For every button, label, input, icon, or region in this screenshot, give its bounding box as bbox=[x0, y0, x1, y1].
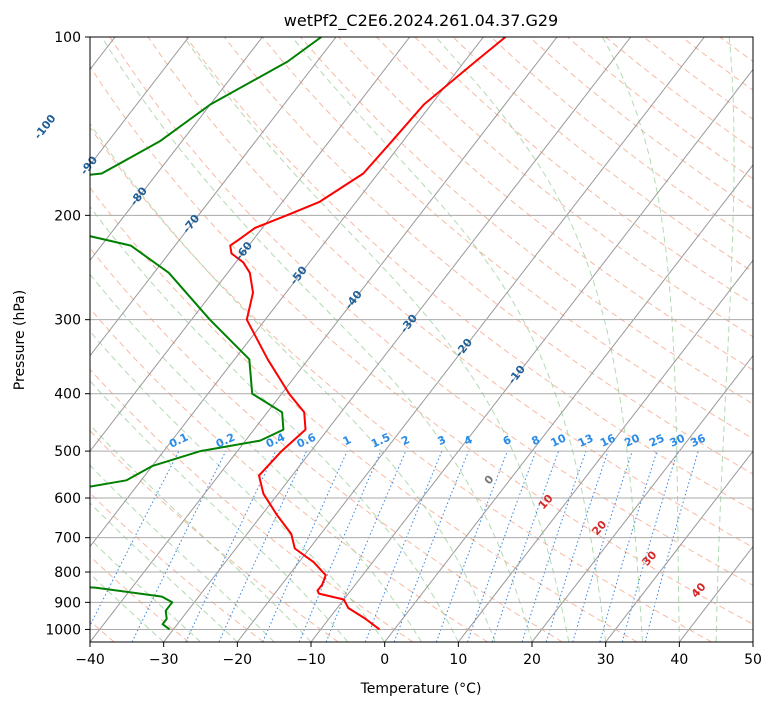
isotherm bbox=[90, 37, 558, 642]
x-tick-label: 30 bbox=[597, 652, 615, 668]
isotherm bbox=[90, 37, 411, 452]
y-tick-label: 900 bbox=[54, 595, 81, 611]
dry-adiabat bbox=[90, 126, 712, 642]
moist-adiabat bbox=[601, 37, 680, 642]
dry-adiabat bbox=[300, 37, 753, 405]
moist-adiabat bbox=[435, 37, 643, 642]
axes: −40 −30 −20 −10 0 10 20 30 40 50 100 200 300 400 500 60… bbox=[45, 30, 762, 668]
mixing-ratio-line bbox=[325, 450, 407, 642]
y-tick-label: 700 bbox=[54, 531, 81, 547]
x-tick-label: −30 bbox=[149, 652, 179, 668]
dry-adiabat bbox=[90, 186, 638, 642]
moist-adiabat bbox=[291, 37, 607, 642]
isotherm bbox=[605, 450, 753, 642]
dry-adiabat bbox=[90, 65, 753, 625]
isotherm bbox=[457, 259, 753, 642]
x-tick-label: 10 bbox=[449, 652, 467, 668]
dry-adiabat bbox=[147, 37, 753, 548]
mixing-ratio-line bbox=[572, 450, 633, 642]
x-tick-label: 40 bbox=[670, 652, 688, 668]
mixing-ratio-label: 16 bbox=[598, 431, 618, 449]
x-axis-label: Temperature (°C) bbox=[360, 681, 482, 697]
moist-adiabat bbox=[90, 330, 386, 642]
y-tick-label: 800 bbox=[54, 565, 81, 581]
dry-adiabat bbox=[414, 37, 753, 305]
mixing-ratio-line bbox=[90, 450, 180, 627]
isotherm bbox=[163, 37, 632, 642]
moist-adiabat bbox=[183, 37, 570, 642]
y-axis-label: Pressure (hPa) bbox=[12, 290, 28, 390]
temperature-line bbox=[229, 37, 507, 631]
y-tick-label: 600 bbox=[54, 491, 81, 507]
y-tick-label: 300 bbox=[54, 313, 81, 329]
x-tick-label: 0 bbox=[380, 652, 389, 668]
mixing-ratio-line bbox=[599, 450, 658, 642]
x-tick-label: 20 bbox=[523, 652, 541, 668]
mixing-ratio-line bbox=[545, 450, 609, 642]
mixing-ratio-line bbox=[364, 450, 443, 642]
mixing-ratio-line bbox=[467, 450, 537, 642]
x-tick-label: 50 bbox=[744, 652, 762, 668]
mixing-ratio-label: 25 bbox=[647, 432, 666, 450]
mixing-ratio-label: 13 bbox=[576, 432, 595, 450]
y-tick-label: 1000 bbox=[45, 622, 81, 638]
dry-adiabat bbox=[90, 247, 563, 642]
x-tick-label: −20 bbox=[223, 652, 253, 668]
mixing-ratio-line bbox=[491, 450, 560, 642]
mixing-ratio-label: 36 bbox=[688, 431, 708, 449]
isotherm bbox=[90, 37, 263, 262]
isotherm bbox=[310, 68, 753, 642]
chart-title: wetPf2_C2E6.2024.261.04.37.G29 bbox=[284, 11, 558, 31]
mixing-ratio-line bbox=[298, 450, 382, 642]
dry-adiabat bbox=[90, 555, 190, 642]
dry-adiabat bbox=[90, 307, 488, 642]
moist-adiabat bbox=[90, 122, 496, 642]
isotherm bbox=[90, 37, 484, 548]
dry-adiabat bbox=[109, 37, 753, 586]
profile-lines bbox=[90, 37, 507, 631]
y-tick-label: 100 bbox=[54, 30, 81, 46]
dewpoint-line bbox=[90, 37, 322, 631]
isotherm bbox=[90, 37, 337, 357]
x-tick-label: −10 bbox=[296, 652, 326, 668]
moist-adiabat bbox=[90, 273, 422, 642]
mixing-ratio-line bbox=[621, 450, 678, 642]
dry-adiabat bbox=[338, 37, 753, 371]
x-tick-label: −40 bbox=[75, 652, 105, 668]
mixing-ratio-line bbox=[262, 450, 348, 642]
y-tick-label: 500 bbox=[54, 444, 81, 460]
isotherm bbox=[90, 37, 190, 166]
dry-adiabat bbox=[185, 37, 753, 511]
moist-adiabat bbox=[90, 538, 201, 642]
mixing-ratio-line bbox=[435, 450, 508, 642]
moist-adiabat bbox=[90, 573, 165, 642]
mixing-ratio-label: 30 bbox=[668, 431, 688, 449]
moist-adiabat bbox=[90, 464, 275, 642]
dry-adiabat bbox=[376, 37, 753, 338]
isotherm bbox=[236, 37, 705, 642]
isotherm bbox=[384, 164, 753, 642]
background-lines bbox=[90, 37, 753, 642]
mixing-ratio-label: 10 bbox=[549, 431, 569, 449]
plot-frame bbox=[89, 36, 754, 643]
isotherm bbox=[531, 354, 753, 642]
y-tick-label: 400 bbox=[54, 387, 81, 403]
moist-adiabat bbox=[101, 37, 533, 642]
y-tick-label: 200 bbox=[54, 208, 81, 224]
moist-adiabat bbox=[90, 380, 349, 642]
mixing-ratio-line bbox=[521, 450, 587, 642]
moist-adiabat bbox=[715, 37, 735, 642]
mixing-ratio-label: 20 bbox=[622, 431, 642, 449]
dry-adiabat bbox=[90, 430, 339, 642]
